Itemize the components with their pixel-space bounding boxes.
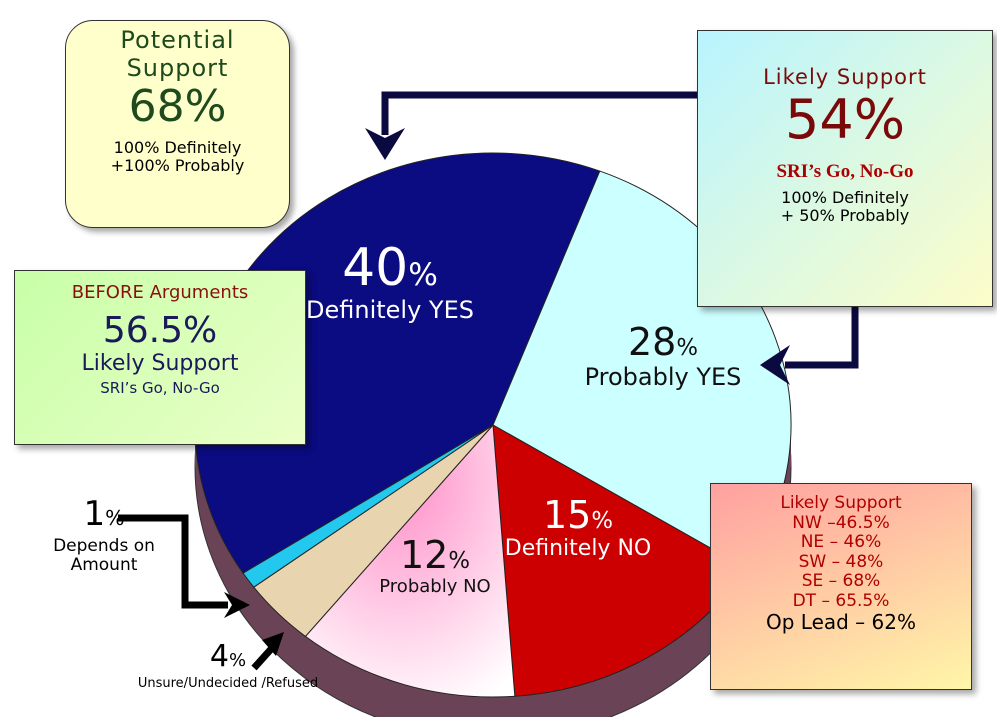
- annotation-text: SE – 68%: [801, 571, 881, 592]
- value-unit: %: [676, 335, 699, 361]
- annotation-text: Potential: [120, 26, 235, 54]
- value-number: 15: [542, 493, 592, 537]
- annotation-box: Likely Support 54% SRI’s Go, No-Go 100% …: [697, 30, 993, 307]
- pie-slice: [242, 424, 494, 588]
- slice-label: 15% Definitely NO: [493, 493, 663, 561]
- annotation-text: NW –46.5%: [792, 512, 890, 533]
- annotation-text: BEFORE Arguments: [71, 282, 249, 303]
- annotation-text: SW – 48%: [798, 551, 884, 572]
- annotation-text: 54%: [784, 88, 906, 152]
- annotation-text: Support: [126, 53, 229, 82]
- value-unit: %: [408, 257, 438, 293]
- arrow: [118, 514, 228, 609]
- slice-value: 15%: [493, 493, 663, 537]
- arrows: [118, 91, 859, 671]
- annotation-text: Op Lead – 62%: [765, 610, 916, 635]
- annotation-box: Potential Support 68% 100% Definitely +1…: [65, 20, 290, 228]
- slice-label: 12% Probably NO: [360, 533, 510, 597]
- annotation-text: NE – 46%: [800, 532, 882, 553]
- annotation-text: 100% Definitely: [113, 137, 242, 157]
- slice-value: 4%: [123, 640, 333, 673]
- annotation-text: SRI’s Go, No-Go: [100, 379, 220, 398]
- annotation-text: + 50% Probably: [780, 206, 910, 226]
- pie-slice: [304, 423, 516, 698]
- annotation-text: Likely Support: [763, 65, 927, 89]
- slice-value: 12%: [360, 533, 510, 577]
- slice-label: 28% Probably YES: [578, 320, 748, 391]
- arrowhead: [760, 345, 790, 385]
- annotation-box: Likely Support NW –46.5% NE – 46% SW – 4…: [710, 483, 972, 690]
- annotation-text: 68%: [128, 81, 227, 133]
- value-unit: %: [591, 508, 614, 534]
- arrow: [785, 307, 859, 369]
- value-number: 4: [209, 639, 229, 674]
- slice-value: 28%: [578, 320, 748, 364]
- annotation-text: +100% Probably: [110, 156, 245, 176]
- annotation-text: SRI’s Go, No-Go: [776, 161, 914, 183]
- slice-category: Definitely NO: [504, 535, 652, 561]
- annotation-text: DT – 65.5%: [792, 590, 890, 611]
- annotation-text: 56.5%: [102, 309, 218, 351]
- annotation-text: Likely Support: [81, 351, 239, 377]
- pie-slice: [194, 152, 601, 574]
- slice-category: Definitely YES: [306, 296, 474, 325]
- slice-category: Depends on Amount: [53, 536, 155, 576]
- annotation-box: BEFORE Arguments 56.5% Likely Support SR…: [14, 270, 306, 445]
- value-number: 12: [399, 533, 449, 577]
- slice-label: 4% Unsure/Undecided /Refused: [123, 640, 333, 691]
- slice-label: 40% Definitely YES: [290, 238, 490, 325]
- value-unit: %: [105, 506, 125, 530]
- value-number: 1: [83, 494, 106, 534]
- arrowhead: [224, 592, 250, 618]
- annotation-text: Likely Support: [780, 493, 902, 513]
- value-unit: %: [448, 548, 471, 574]
- slice-category: Unsure/Undecided /Refused: [137, 676, 319, 691]
- arrowheads: [224, 128, 790, 656]
- arrowhead: [262, 632, 284, 656]
- slice-label: 1% Depends on Amount: [29, 494, 179, 576]
- slice-category: Probably YES: [584, 362, 742, 391]
- arrowhead: [365, 128, 405, 160]
- slice-value: 40%: [290, 238, 490, 298]
- slice-category: Probably NO: [379, 575, 491, 597]
- slice-value: 1%: [29, 494, 179, 534]
- value-unit: %: [228, 650, 247, 671]
- value-number: 28: [627, 320, 677, 364]
- arrow: [251, 645, 275, 671]
- annotation-text: 100% Definitely: [781, 188, 909, 208]
- value-number: 40: [342, 238, 409, 298]
- arrow: [381, 91, 697, 135]
